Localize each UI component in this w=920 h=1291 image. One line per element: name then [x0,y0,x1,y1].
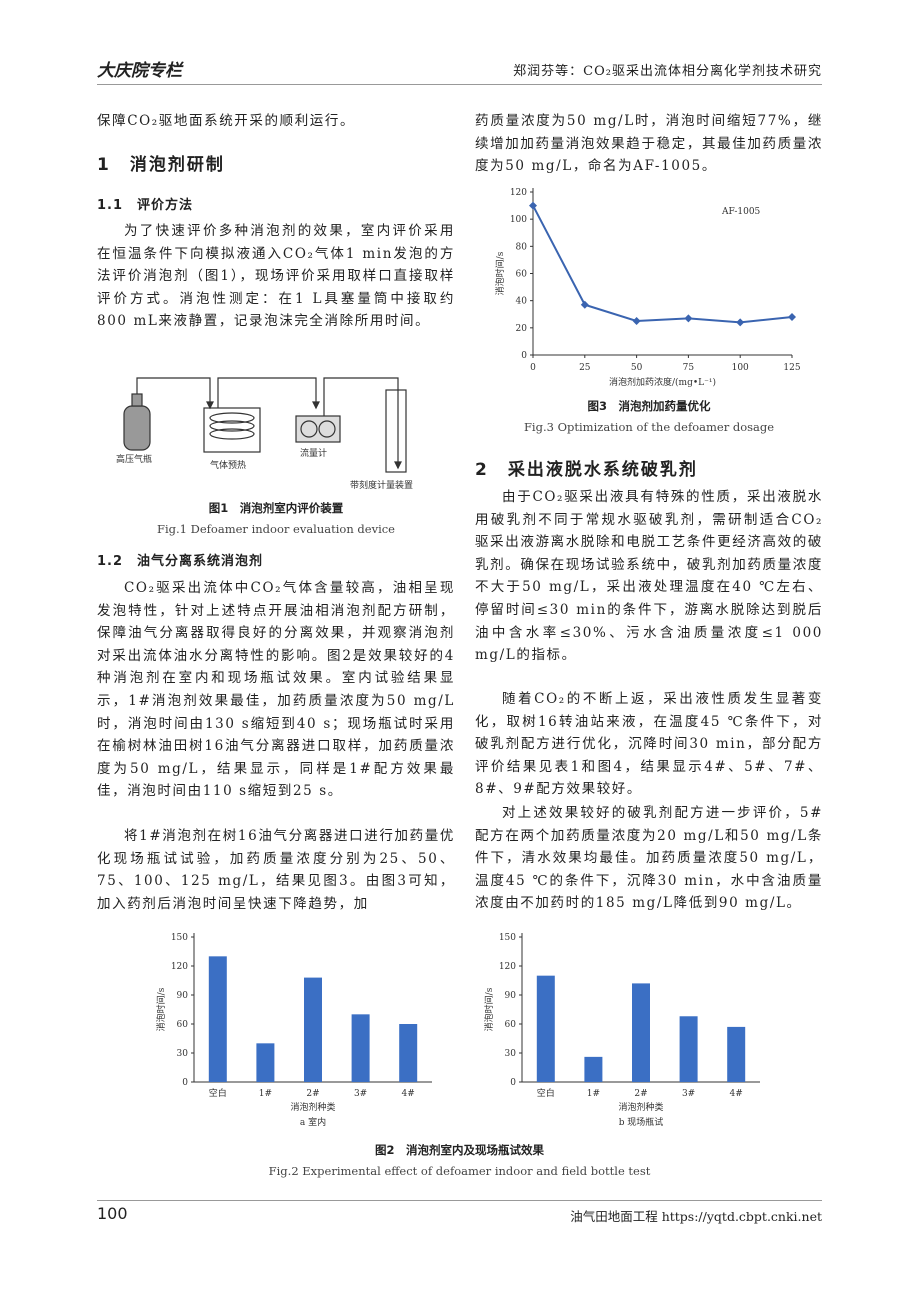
y-tick-label: 120 [171,962,188,972]
marker [684,314,693,323]
heading: 2 采出液脱水系统破乳剂 [475,460,698,480]
y-tick-label: 60 [177,1020,189,1030]
bar [536,975,555,1082]
marker [580,300,589,309]
x-tick-label: 空白 [209,1087,227,1099]
y-tick-label: 100 [510,215,527,225]
y-tick-label: 60 [505,1020,517,1030]
y-axis-label: 消泡时间/s [155,987,167,1031]
bar [351,1014,370,1082]
x-tick-label: 75 [683,363,695,373]
y-tick-label: 150 [499,933,516,943]
bar-chart: 0 30 60 90 120 150 消泡时间/s 消泡剂种类 空白 1# 2# 3# 4# b 现场瓶试 [483,933,760,1128]
rule [97,84,822,85]
x-tick-label: 100 [732,363,749,373]
column-name: 大庆院专栏 [97,61,182,81]
bar [679,1016,698,1082]
y-tick-label: 150 [171,933,188,943]
figure-caption: 图1 消泡剂室内评价装置 [208,501,344,515]
subheading: 1.2 油气分离系统消泡剂 [97,554,264,569]
y-tick-label: 60 [516,270,528,280]
page-number: 100 [97,1204,128,1223]
bar [727,1026,746,1082]
bar [256,1043,275,1082]
paragraph: 为了快速评价多种消泡剂的效果，室内评价采用在恒温条件下向模拟液通入CO₂气体1 … [97,223,455,330]
x-axis-label: 消泡剂加药浓度/(mg•L⁻¹) [609,376,716,388]
y-tick-label: 0 [521,351,527,361]
y-axis-label: 消泡时间/s [494,251,506,295]
y-tick-label: 0 [182,1078,188,1088]
figure-1-diagram: 高压气瓶 气体预热 流量计 带刻度计量装置 [116,377,413,491]
paragraph: 将1#消泡剂在树16油气分离器进口进行加药量优化现场瓶试试验，加药质量浓度分别为… [97,828,455,912]
subplot-label: a 室内 [300,1116,326,1128]
figure-caption: 图2 消泡剂室内及现场瓶试效果 [375,1143,544,1157]
x-tick-label: 4# [730,1089,743,1099]
x-axis-label: 消泡剂种类 [290,1101,335,1113]
diagram-label: 气体预热 [210,459,246,471]
y-tick-label: 40 [516,297,528,307]
y-tick-label: 80 [516,242,528,252]
annotation: AF-1005 [721,207,761,217]
bar [584,1056,603,1082]
subplot-label: b 现场瓶试 [619,1116,664,1128]
marker [788,312,796,321]
x-tick-label: 空白 [537,1087,555,1099]
x-tick-label: 2# [306,1089,319,1099]
y-tick-label: 90 [505,991,517,1001]
paragraph: 对上述效果较好的破乳剂配方进一步评价，5#配方在两个加药质量浓度为20 mg/L… [475,805,823,912]
rule [97,1200,822,1201]
x-tick-label: 25 [579,363,591,373]
y-tick-label: 120 [499,962,516,972]
figure-caption-en: Fig.2 Experimental effect of defoamer in… [268,1164,651,1178]
y-tick-label: 120 [510,188,527,198]
x-tick-label: 3# [354,1089,367,1099]
y-tick-label: 30 [505,1049,517,1059]
running-title: 郑润芬等：CO₂驱采出流体相分离化学剂技术研究 [513,64,822,79]
x-tick-label: 1# [587,1089,600,1099]
paragraph: 药质量浓度为50 mg/L时，消泡时间缩短77%，继续增加加药量消泡效果趋于稳定… [475,113,823,175]
diagram-label: 高压气瓶 [116,453,152,465]
journal: 油气田地面工程 https://yqtd.cbpt.cnki.net [570,1209,822,1224]
y-tick-label: 90 [177,991,189,1001]
marker [632,317,641,326]
data-line [532,205,793,324]
figure-caption: 图3 消泡剂加药量优化 [587,399,711,413]
x-tick-label: 4# [402,1089,415,1099]
y-axis-label: 消泡时间/s [483,987,495,1031]
paragraph: 随着CO₂的不断上返，采出液性质发生显著变化，取树16转油站来液，在温度45 ℃… [475,691,823,798]
marker [736,318,745,327]
bar [304,977,322,1082]
bar [208,956,227,1082]
x-tick-label: 3# [682,1089,695,1099]
diagram-label: 流量计 [300,447,327,459]
x-tick-label: 0 [530,363,536,373]
y-tick-label: 30 [177,1049,189,1059]
y-tick-label: 20 [516,324,528,334]
y-tick-label: 0 [510,1078,516,1088]
x-axis-label: 消泡剂种类 [618,1101,663,1113]
x-tick-label: 1# [259,1089,272,1099]
paragraph: CO₂驱采出流体中CO₂气体含量较高，油相呈现发泡特性，针对上述特点开展油相消泡… [97,580,455,800]
figure-caption-en: Fig.1 Defoamer indoor evaluation device [157,522,395,536]
heading: 1 消泡剂研制 [97,155,225,175]
x-tick-label: 50 [631,363,643,373]
subheading: 1.1 评价方法 [97,198,194,213]
x-tick-label: 125 [783,363,800,373]
bar [399,1024,418,1082]
bar [632,983,650,1082]
paragraph: 由于CO₂驱采出液具有特殊的性质，采出液脱水用破乳剂不同于常规水驱破乳剂，需研制… [475,489,823,664]
paragraph: 保障CO₂驱地面系统开采的顺利运行。 [97,113,356,129]
marker [529,201,537,210]
line-chart: 0 20 40 60 80 100 120 消泡时间/s 消泡剂加药浓度/(mg•L⁻¹) 0 25… [494,188,801,388]
diagram-label: 带刻度计量装置 [350,479,413,491]
figure-caption-en: Fig.3 Optimization of the defoamer dosag… [523,420,775,434]
bar-chart: 0 30 60 90 120 150 消泡时间/s 消泡剂种类 空白 1# 2# 3# 4# a 室内 [155,933,432,1128]
x-tick-label: 2# [634,1089,647,1099]
